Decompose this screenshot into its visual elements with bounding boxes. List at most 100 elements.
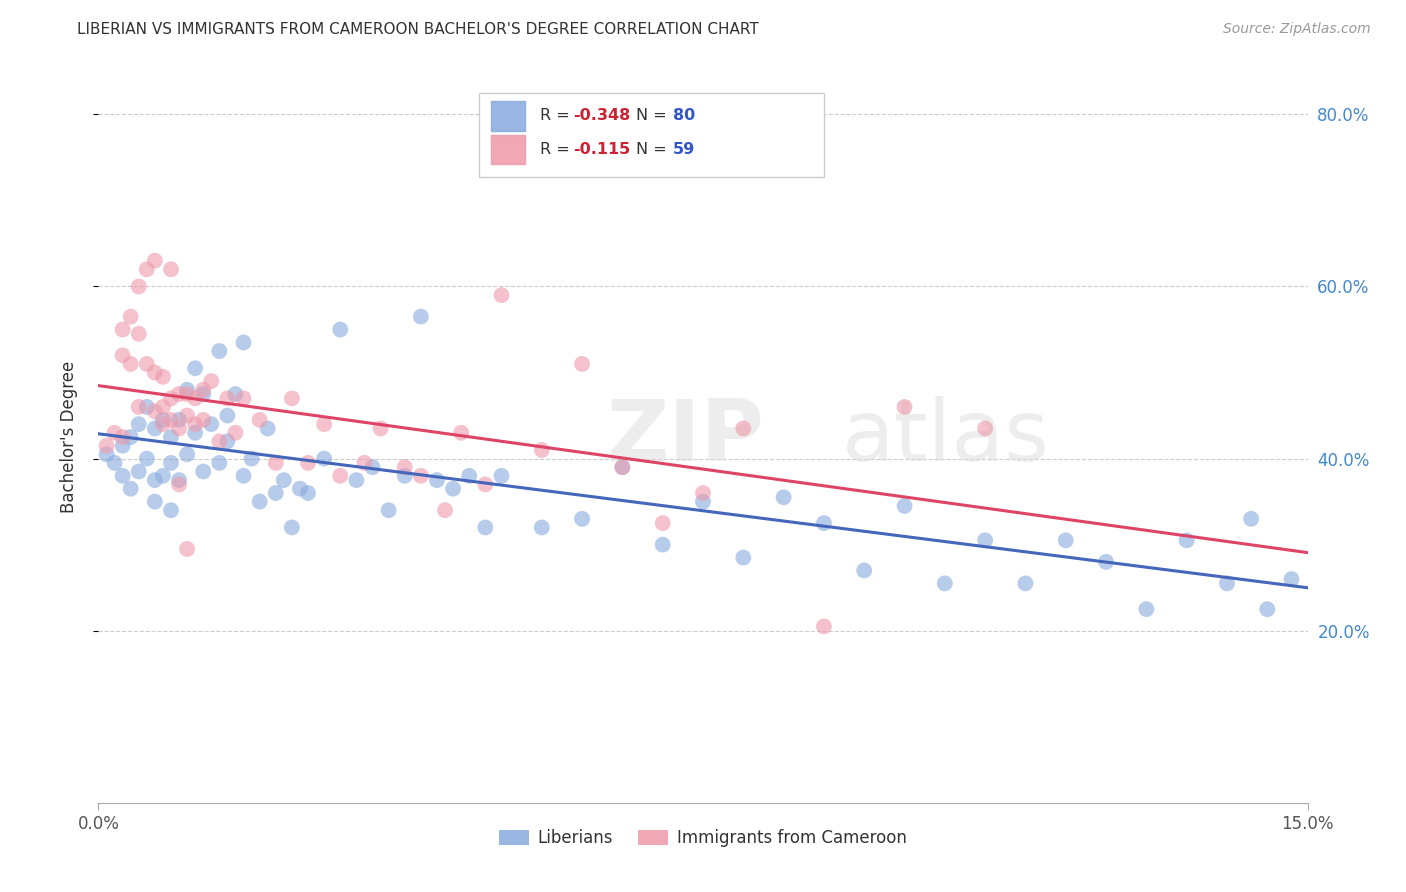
Point (813, 516, 835, 530)
Point (240, 451, 263, 466)
Point (934, 576, 956, 591)
Point (176, 447, 198, 461)
Point (128, 417, 150, 432)
Point (160, 503, 183, 517)
Point (176, 409, 198, 423)
Point (249, 494, 271, 508)
Point (128, 279, 150, 293)
Point (160, 413, 183, 427)
Point (184, 392, 207, 406)
Point (217, 434, 239, 449)
Point (135, 451, 157, 466)
Point (167, 477, 190, 491)
Point (103, 425, 125, 440)
Point (96, 447, 118, 461)
Point (612, 460, 634, 475)
Point (264, 456, 287, 470)
Point (143, 404, 166, 418)
Text: atlas: atlas (842, 395, 1050, 479)
Point (160, 262, 183, 277)
Point (160, 456, 183, 470)
Point (394, 460, 416, 475)
Text: N =: N = (637, 142, 672, 157)
Point (167, 473, 190, 487)
Point (143, 366, 166, 380)
Point (1095, 555, 1118, 569)
Point (152, 417, 174, 432)
Point (281, 392, 304, 406)
Point (200, 374, 222, 388)
Point (208, 434, 231, 449)
Point (152, 413, 174, 427)
Point (530, 442, 553, 457)
Point (651, 538, 673, 552)
Point (111, 348, 134, 362)
Text: N =: N = (637, 109, 672, 123)
Point (193, 383, 215, 397)
FancyBboxPatch shape (479, 94, 824, 178)
Point (441, 482, 464, 496)
Point (426, 473, 449, 487)
Point (184, 361, 207, 376)
Y-axis label: Bachelor's Degree: Bachelor's Degree (59, 361, 77, 513)
Point (1216, 576, 1239, 591)
Point (409, 468, 432, 483)
Point (111, 439, 134, 453)
Point (344, 473, 367, 487)
Point (193, 387, 215, 401)
Point (1014, 576, 1036, 591)
Point (813, 619, 835, 633)
Text: R =: R = (540, 142, 579, 157)
Point (361, 460, 384, 475)
Point (160, 430, 183, 444)
Point (135, 262, 157, 277)
Point (217, 392, 239, 406)
Point (491, 468, 513, 483)
Point (329, 468, 352, 483)
Point (143, 473, 166, 487)
Point (1135, 602, 1157, 616)
Text: R =: R = (540, 109, 575, 123)
Point (1256, 602, 1278, 616)
Point (458, 468, 481, 483)
Point (111, 430, 134, 444)
Point (1281, 572, 1303, 586)
Point (176, 387, 198, 401)
Point (152, 468, 174, 483)
Point (893, 499, 915, 513)
Point (128, 400, 150, 414)
Bar (492, 135, 526, 164)
Point (297, 486, 319, 500)
Point (692, 494, 714, 508)
Text: 80: 80 (673, 109, 695, 123)
Text: -0.348: -0.348 (574, 109, 631, 123)
Point (377, 503, 399, 517)
Point (974, 421, 997, 435)
Point (281, 520, 304, 534)
Point (167, 413, 190, 427)
Point (612, 460, 634, 475)
Text: 59: 59 (673, 142, 695, 157)
Point (571, 512, 593, 526)
Point (120, 357, 142, 371)
Point (160, 392, 183, 406)
Point (772, 491, 794, 505)
Point (288, 482, 311, 496)
Point (249, 413, 271, 427)
Point (394, 468, 416, 483)
Point (143, 494, 166, 508)
Point (224, 425, 246, 440)
Point (128, 326, 150, 341)
Point (193, 465, 215, 479)
Point (571, 357, 593, 371)
Point (232, 335, 254, 350)
Point (224, 387, 246, 401)
Point (491, 288, 513, 302)
Point (474, 520, 496, 534)
Point (152, 369, 174, 384)
Point (135, 400, 157, 414)
Point (733, 550, 755, 565)
Text: -0.115: -0.115 (574, 142, 631, 157)
Point (208, 344, 231, 359)
Point (314, 451, 336, 466)
